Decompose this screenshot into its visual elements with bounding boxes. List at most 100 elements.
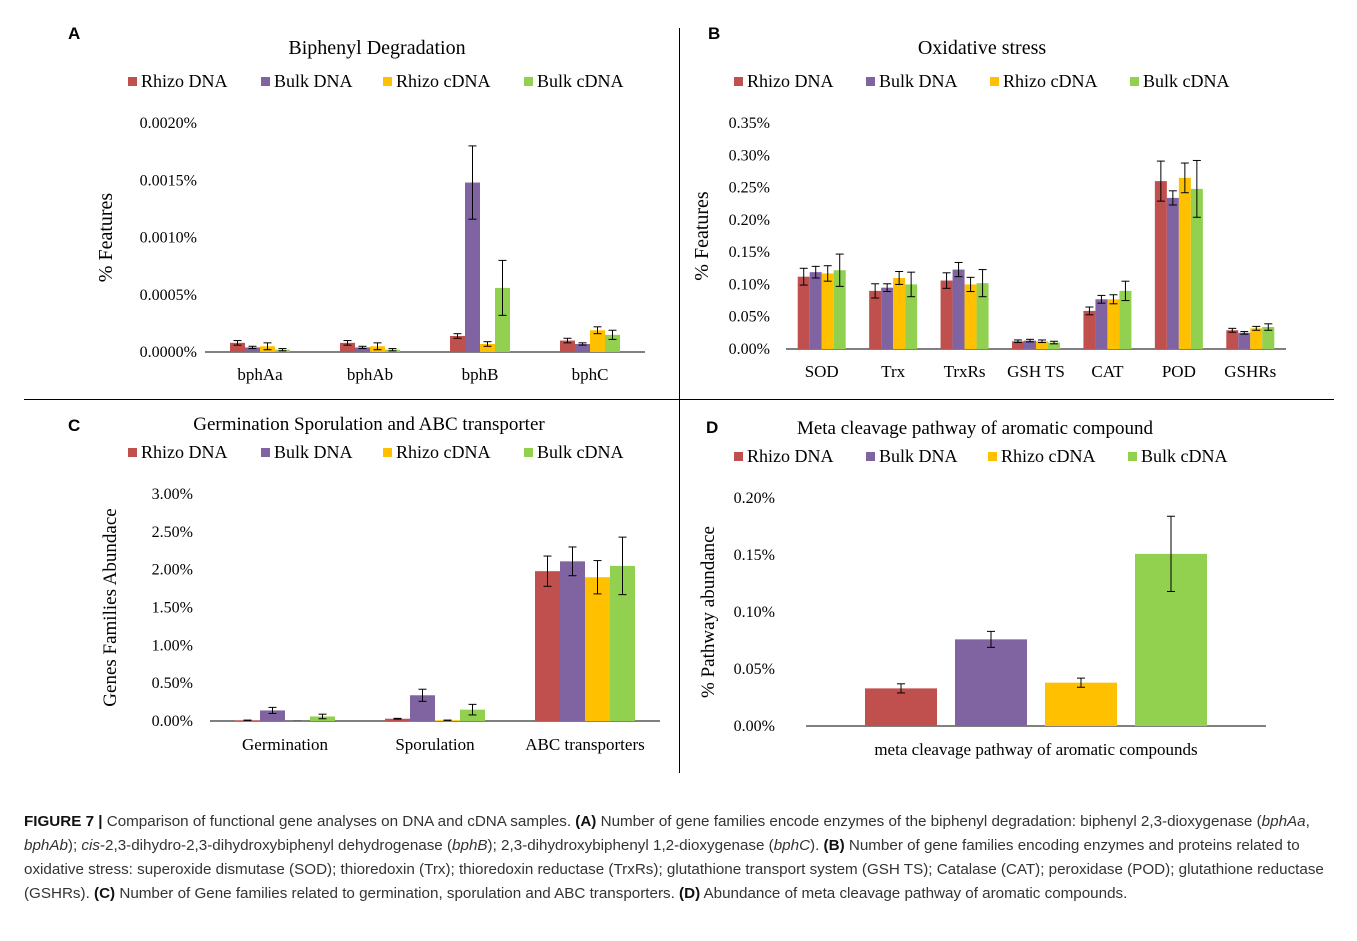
bar-bphB-1 bbox=[465, 182, 480, 352]
vertical-divider bbox=[679, 28, 680, 773]
chart-title: Oxidative stress bbox=[918, 37, 1047, 59]
chart-a: Biphenyl Degradation Rhizo DNA Bulk DNA Rhi… bbox=[95, 37, 645, 384]
caption-d-text: Abundance of meta cleavage pathway of ar… bbox=[700, 885, 1128, 902]
y-tick-label-0: 0.0000% bbox=[140, 344, 197, 361]
y-tick-label-4: 0.20% bbox=[734, 490, 775, 507]
legend-entry-3: Bulk cDNA bbox=[1141, 446, 1228, 466]
chart-d: Meta cleavage pathway of aromatic compou… bbox=[698, 418, 1266, 759]
bar-CAT-0 bbox=[1083, 310, 1096, 349]
bar-ABC-transporters-1 bbox=[560, 561, 585, 721]
legend-entry-0: Rhizo DNA bbox=[747, 71, 834, 91]
bar-bphC-1 bbox=[575, 343, 590, 352]
legend-swatch-2 bbox=[988, 452, 997, 461]
category-label-2: TrxRs bbox=[944, 362, 986, 381]
caption-a-text: Number of gene families encode enzymes o… bbox=[596, 813, 1262, 830]
bar-SOD-0 bbox=[797, 276, 810, 349]
bar-GSHRs-0 bbox=[1226, 330, 1239, 349]
legend-entry-1: Bulk DNA bbox=[879, 446, 958, 466]
bar-meta-cleavage-pathway-of-aromatic-compounds-0 bbox=[865, 688, 937, 726]
legend-swatch-2 bbox=[383, 77, 392, 86]
bar-GSHRs-1 bbox=[1238, 332, 1251, 349]
bar-GSH-TS-2 bbox=[1036, 341, 1048, 349]
bar-meta-cleavage-pathway-of-aromatic-compounds-2 bbox=[1045, 682, 1117, 726]
caption-a-text: ); 2,3-dihydroxybiphenyl 1,2-dioxygenase… bbox=[487, 837, 774, 854]
y-tick-label-3: 0.0015% bbox=[140, 172, 197, 189]
bar-bphB-2 bbox=[480, 343, 495, 352]
bar-GSH-TS-1 bbox=[1024, 340, 1036, 349]
legend-entry-0: Rhizo DNA bbox=[141, 442, 228, 462]
caption-c-text: Number of Gene families related to germi… bbox=[115, 885, 680, 902]
gene-name: bphB bbox=[452, 837, 488, 854]
y-axis-label: Genes Families Abundace bbox=[100, 508, 121, 706]
bar-POD-1 bbox=[1166, 197, 1179, 349]
horizontal-divider bbox=[24, 399, 1334, 400]
caption-a-label: (A) bbox=[575, 813, 597, 830]
category-label-0: Germination bbox=[242, 735, 328, 754]
legend-entry-3: Bulk cDNA bbox=[537, 442, 624, 462]
y-tick-label-7: 0.35% bbox=[729, 115, 770, 132]
category-label-0: meta cleavage pathway of aromatic compou… bbox=[874, 740, 1197, 759]
y-axis-label: % Features bbox=[95, 193, 117, 283]
category-label-5: POD bbox=[1162, 362, 1196, 381]
legend-entry-2: Rhizo cDNA bbox=[1001, 446, 1095, 466]
bar-bphC-2 bbox=[590, 330, 605, 352]
bar-POD-0 bbox=[1154, 181, 1167, 349]
caption-d-label: (D) bbox=[679, 885, 701, 902]
caption-a-text: ). bbox=[810, 837, 824, 854]
gene-name: bphC bbox=[773, 837, 811, 854]
bar-GSH-TS-3 bbox=[1048, 342, 1060, 349]
y-tick-label-0: 0.00% bbox=[152, 713, 193, 730]
y-tick-label-2: 0.10% bbox=[734, 604, 775, 621]
bar-POD-3 bbox=[1190, 188, 1203, 349]
bar-SOD-3 bbox=[833, 270, 846, 349]
panel-b: B Oxidative stress Rhizo DNA Bulk DNA Rhizo… bbox=[680, 0, 1357, 400]
caption-b-label: (B) bbox=[823, 837, 845, 854]
bar-bphAb-1 bbox=[355, 347, 370, 352]
bar-ABC-transporters-0 bbox=[535, 571, 560, 721]
legend-swatch-2 bbox=[990, 77, 999, 86]
bar-SOD-1 bbox=[809, 272, 822, 349]
bar-SOD-2 bbox=[821, 273, 834, 349]
legend-swatch-2 bbox=[383, 448, 392, 457]
y-tick-label-6: 3.00% bbox=[152, 486, 193, 503]
bar-POD-2 bbox=[1178, 177, 1191, 349]
legend-swatch-3 bbox=[524, 77, 533, 86]
bar-Trx-1 bbox=[881, 287, 894, 349]
y-tick-label-5: 2.50% bbox=[152, 524, 193, 541]
legend-entry-1: Bulk DNA bbox=[274, 71, 353, 91]
panel-d-letter: D bbox=[706, 418, 719, 437]
caption-intro: Comparison of functional gene analyses o… bbox=[102, 813, 576, 830]
bar-CAT-1 bbox=[1095, 299, 1108, 349]
panel-a: A Biphenyl Degradation Rhizo DNA Bulk DNA R… bbox=[0, 0, 679, 400]
bar-Trx-2 bbox=[893, 277, 906, 349]
bar-bphB-3 bbox=[495, 287, 510, 352]
bar-Trx-3 bbox=[905, 284, 918, 349]
legend-swatch-1 bbox=[261, 448, 270, 457]
category-label-0: SOD bbox=[805, 362, 839, 381]
legend-swatch-1 bbox=[866, 77, 875, 86]
legend-entry-3: Bulk cDNA bbox=[537, 71, 624, 91]
y-tick-label-4: 0.0020% bbox=[140, 115, 197, 132]
y-tick-label-1: 0.05% bbox=[729, 309, 770, 326]
bar-CAT-2 bbox=[1107, 299, 1120, 349]
caption-sep: , bbox=[1305, 813, 1310, 830]
panel-c: C Germination Sporulation and ABC transp… bbox=[0, 400, 679, 772]
legend-entry-0: Rhizo DNA bbox=[747, 446, 834, 466]
y-tick-label-6: 0.30% bbox=[729, 147, 770, 164]
y-tick-label-1: 0.0005% bbox=[140, 287, 197, 304]
category-label-1: Sporulation bbox=[395, 735, 475, 754]
bar-bphAb-0 bbox=[340, 342, 355, 352]
y-axis-label: % Pathway abundance bbox=[698, 526, 719, 698]
bar-ABC-transporters-2 bbox=[585, 577, 610, 721]
chart-b: Oxidative stress Rhizo DNA Bulk DNA Rhizo c… bbox=[691, 37, 1286, 381]
category-label-3: GSH TS bbox=[1007, 362, 1065, 381]
bar-bphC-0 bbox=[560, 340, 575, 352]
panel-d: D Meta cleavage pathway of aromatic comp… bbox=[680, 400, 1357, 772]
figure-caption: FIGURE 7 | Comparison of functional gene… bbox=[24, 810, 1334, 906]
y-tick-label-3: 0.15% bbox=[729, 244, 770, 261]
bar-TrxRs-3 bbox=[976, 283, 989, 349]
legend-entry-2: Rhizo cDNA bbox=[396, 442, 490, 462]
legend-swatch-1 bbox=[866, 452, 875, 461]
bar-GSH-TS-0 bbox=[1012, 341, 1024, 349]
caption-a-text: ); bbox=[67, 837, 82, 854]
